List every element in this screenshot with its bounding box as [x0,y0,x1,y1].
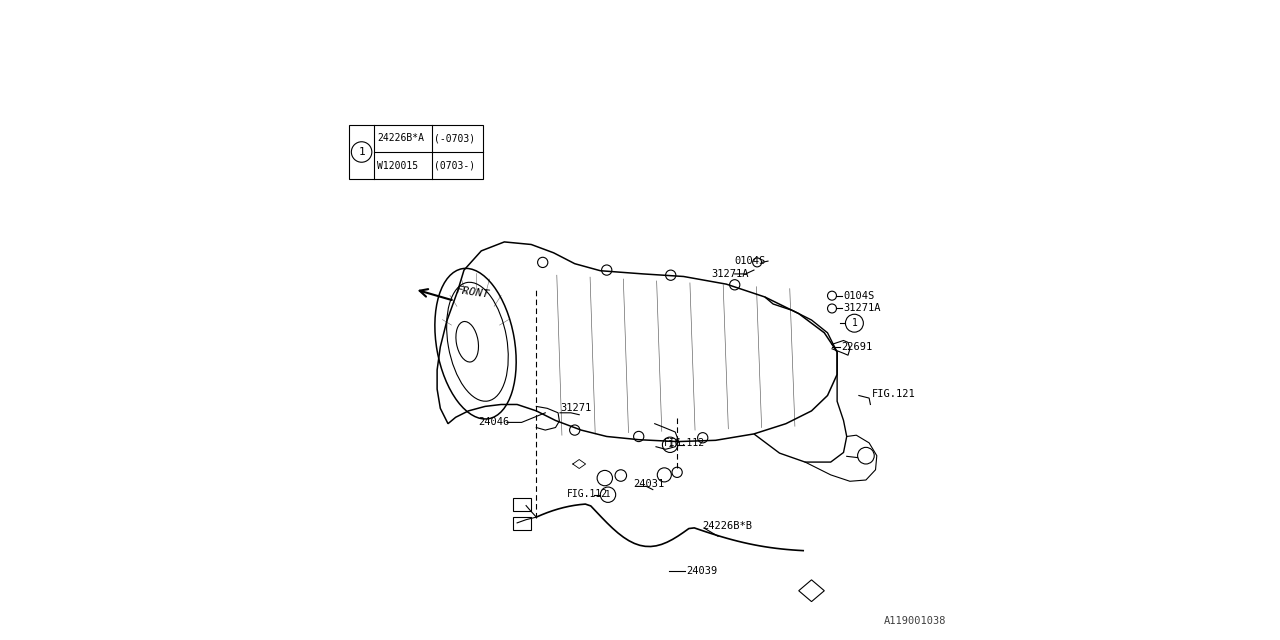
Text: 31271: 31271 [561,403,591,413]
Text: 24046: 24046 [479,417,509,428]
Text: W120015: W120015 [376,161,419,171]
Text: 0104S: 0104S [735,256,765,266]
Text: 31271A: 31271A [844,303,881,314]
Text: 1: 1 [667,440,673,449]
Text: 31271A: 31271A [712,269,749,279]
Text: 22691: 22691 [841,342,872,352]
Text: FRONT: FRONT [456,285,490,300]
Text: A119001038: A119001038 [883,616,946,626]
Polygon shape [799,580,824,602]
Text: FIG.112: FIG.112 [664,438,705,448]
Text: 0104S: 0104S [844,291,874,301]
Text: 24226B*A: 24226B*A [376,133,424,143]
Text: 1: 1 [605,490,611,499]
Text: (0703-): (0703-) [434,161,475,171]
Text: 1: 1 [851,318,858,328]
Bar [513,498,531,511]
Text: (-0703): (-0703) [434,133,475,143]
Text: 24226B*B: 24226B*B [703,521,753,531]
Bar [348,125,484,179]
Text: 24039: 24039 [687,566,718,576]
Text: 24031: 24031 [634,479,664,490]
Text: 1: 1 [358,147,365,157]
Bar [513,517,531,530]
Text: FIG.112: FIG.112 [566,489,608,499]
Text: FIG.121: FIG.121 [872,388,915,399]
